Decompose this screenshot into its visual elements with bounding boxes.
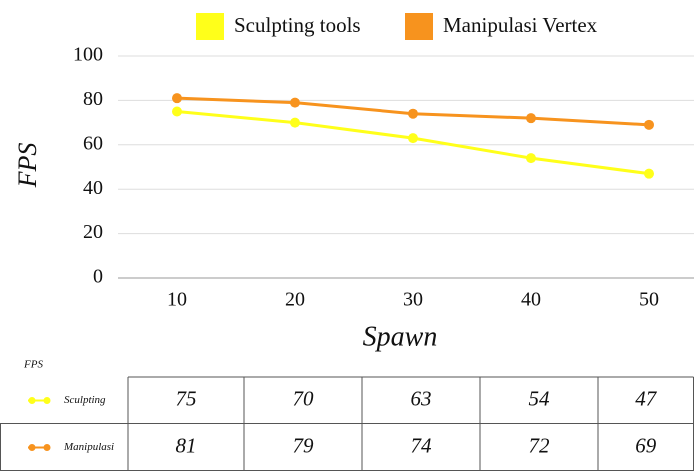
table-legend-dot xyxy=(28,444,36,451)
point xyxy=(290,97,300,108)
table-cell: 72 xyxy=(529,433,551,457)
legend-label: Sculpting tools xyxy=(234,13,361,37)
y-axis-label: FPS xyxy=(13,143,42,189)
point xyxy=(172,93,182,104)
legend-swatch xyxy=(405,13,433,40)
table-cell: 74 xyxy=(411,433,433,457)
table-cell: 79 xyxy=(293,433,315,457)
legend-label: Manipulasi Vertex xyxy=(443,13,598,37)
table-cell: 69 xyxy=(635,433,657,457)
point xyxy=(408,108,418,119)
table-legend-dot xyxy=(43,397,51,404)
table-cell: 70 xyxy=(293,386,315,410)
legend-swatch xyxy=(196,13,224,40)
table-cell: 81 xyxy=(176,433,197,457)
table-title: FPS xyxy=(23,359,43,371)
table-row-label: Sculpting xyxy=(64,394,106,406)
x-tick-label: 30 xyxy=(403,289,423,311)
x-tick-label: 40 xyxy=(521,289,541,311)
point xyxy=(408,133,418,144)
point xyxy=(526,153,536,164)
point xyxy=(644,168,654,179)
table-cell: 63 xyxy=(411,386,432,410)
x-tick-label: 50 xyxy=(639,289,659,311)
y-tick-label: 80 xyxy=(83,88,103,110)
x-axis-label: Spawn xyxy=(363,321,438,352)
point xyxy=(526,113,536,124)
y-tick-label: 20 xyxy=(83,221,103,243)
table-cell: 54 xyxy=(529,386,551,410)
y-tick-label: 40 xyxy=(83,177,103,199)
table-legend-dot xyxy=(43,444,51,451)
y-tick-label: 60 xyxy=(83,132,103,154)
x-tick-label: 20 xyxy=(285,289,305,311)
table-cell: 75 xyxy=(176,386,197,410)
table-legend-dot xyxy=(28,397,36,404)
table-cell: 47 xyxy=(635,386,658,410)
y-tick-label: 100 xyxy=(73,44,103,66)
point xyxy=(644,119,654,130)
point xyxy=(172,106,182,117)
y-tick-label: 0 xyxy=(93,266,103,288)
x-tick-label: 10 xyxy=(167,289,187,311)
table-row-label: Manipulasi xyxy=(63,441,114,453)
point xyxy=(290,117,300,128)
